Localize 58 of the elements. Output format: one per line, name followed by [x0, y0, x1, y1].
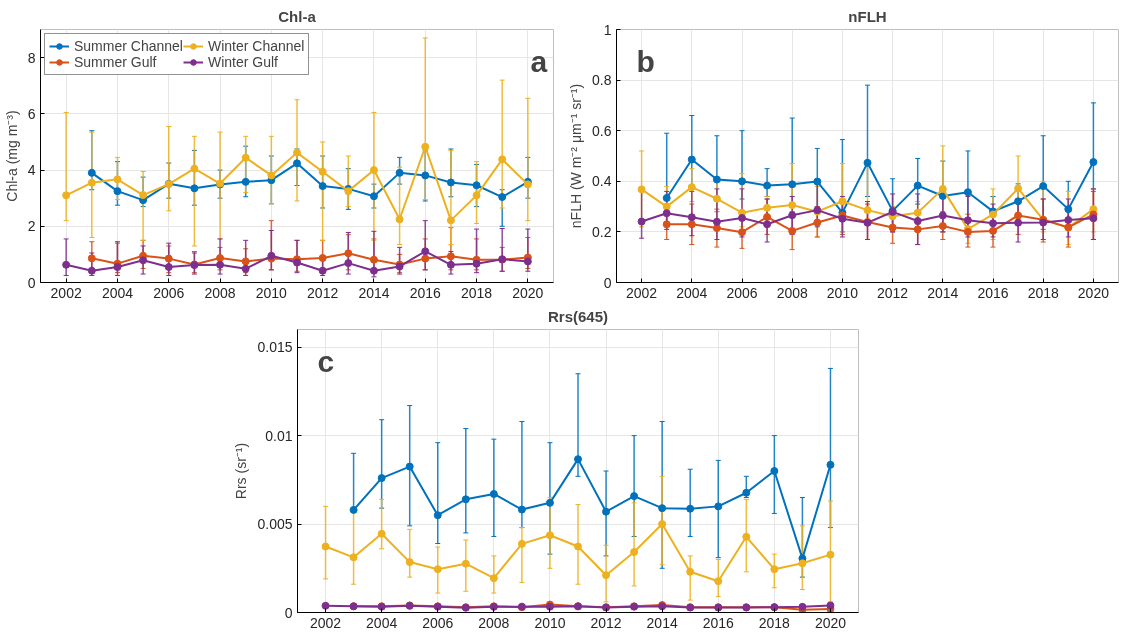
x-tick-label: 2020	[814, 614, 847, 631]
chart-title: Rrs(645)	[547, 307, 609, 325]
x-tick-label: 2018	[758, 614, 791, 631]
annotation: c	[317, 344, 335, 378]
y-tick-label: 0	[284, 604, 293, 621]
x-tick-label: 2016	[977, 284, 1009, 301]
y-axis-title: Rrs (sr⁻¹)	[233, 442, 250, 500]
chart-title: Chl-a	[278, 7, 317, 25]
legend-label: Winter Gulf	[207, 54, 278, 70]
y-tick-label: 1	[603, 21, 612, 38]
y-tick-label: 6	[27, 105, 36, 122]
x-tick-label: 2014	[646, 614, 678, 631]
y-tick-label: 0.6	[592, 122, 612, 139]
x-tick-label: 2016	[409, 284, 442, 301]
y-tick-label: 8	[27, 49, 36, 66]
y-axis-title: nFLH (W m⁻² μm⁻¹ sr⁻¹)	[568, 83, 585, 229]
x-tick-label: 2020	[1077, 284, 1110, 301]
x-tick-label: 2010	[534, 614, 566, 631]
x-tick-label: 2014	[358, 284, 390, 301]
y-tick-label: 4	[27, 162, 36, 179]
x-tick-label: 2002	[50, 284, 82, 301]
x-tick-label: 2014	[927, 284, 959, 301]
legend-label: Summer Gulf	[74, 54, 157, 70]
y-tick-label: 0.015	[257, 339, 293, 356]
x-tick-label: 2006	[153, 284, 185, 301]
x-tick-label: 2004	[101, 284, 134, 301]
x-tick-label: 2012	[307, 284, 339, 301]
x-tick-label: 2008	[204, 284, 236, 301]
y-tick-label: 0.2	[592, 223, 612, 240]
x-tick-label: 2006	[726, 284, 758, 301]
y-tick-label: 0	[27, 274, 36, 291]
x-tick-label: 2002	[309, 614, 342, 631]
x-tick-label: 2018	[460, 284, 493, 301]
y-tick-label: 0.01	[265, 427, 293, 444]
x-tick-label: 2010	[826, 284, 859, 301]
y-tick-label: 0.005	[257, 516, 293, 533]
x-tick-label: 2006	[422, 614, 454, 631]
y-tick-label: 2	[27, 218, 36, 235]
legend-label: Winter Channel	[207, 38, 305, 54]
y-axis-title: Chl-a (mg m⁻³)	[3, 110, 20, 202]
y-tick-label: 0.8	[592, 72, 612, 89]
x-tick-label: 2012	[590, 614, 622, 631]
x-tick-label: 2010	[255, 284, 288, 301]
x-tick-label: 2008	[478, 614, 510, 631]
y-tick-label: 0	[603, 274, 612, 291]
y-tick-label: 0.4	[592, 173, 612, 190]
x-tick-label: 2002	[626, 284, 658, 301]
x-tick-label: 2004	[676, 284, 708, 301]
x-tick-label: 2012	[877, 284, 909, 301]
x-tick-label: 2008	[776, 284, 808, 301]
x-tick-label: 2020	[512, 284, 544, 301]
x-tick-label: 2018	[1027, 284, 1059, 301]
x-tick-label: 2016	[702, 614, 735, 631]
x-tick-label: 2004	[366, 614, 398, 631]
annotation: b	[636, 44, 655, 78]
annotation: a	[530, 44, 548, 78]
legend-label: Summer Channel	[74, 38, 183, 54]
chart-title: nFLH	[848, 7, 887, 25]
